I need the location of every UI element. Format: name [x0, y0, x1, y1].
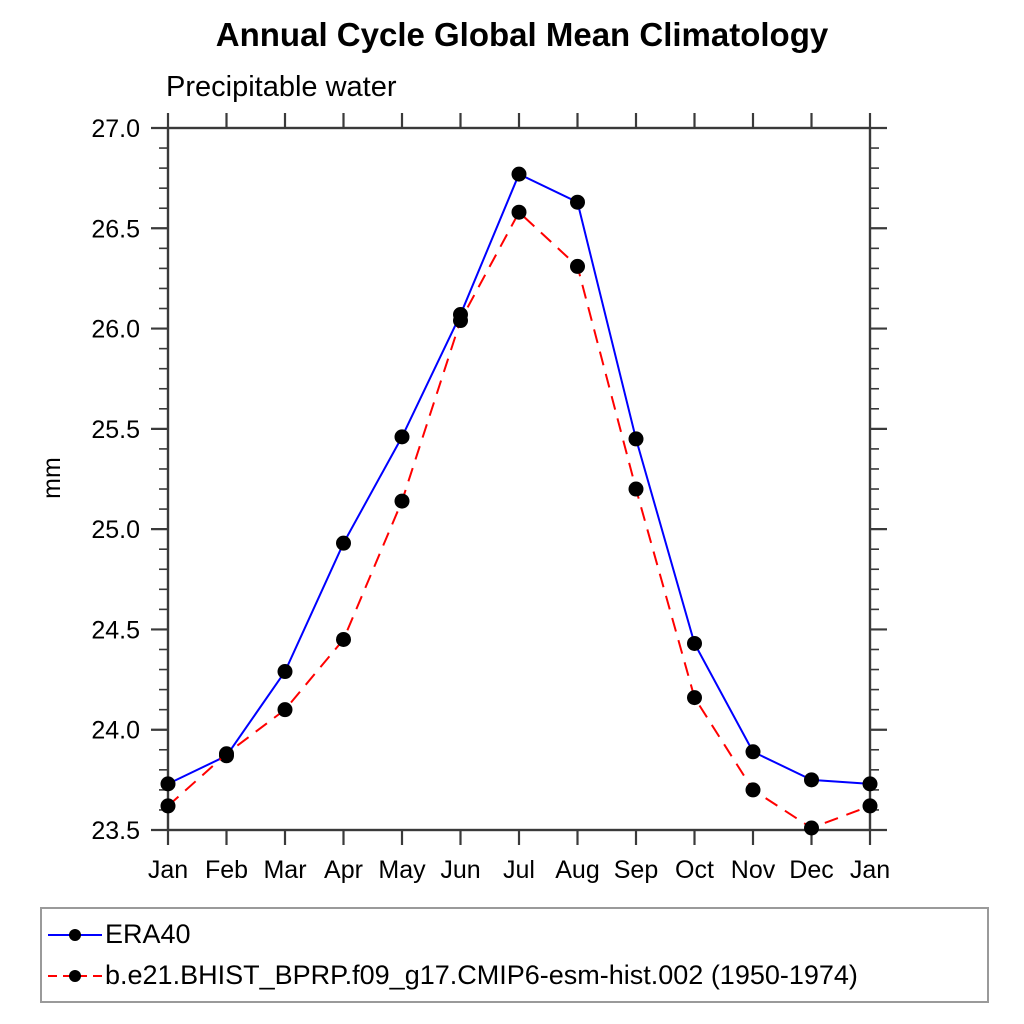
data-point — [804, 772, 819, 788]
x-tick-label: Oct — [675, 856, 714, 884]
data-point — [160, 776, 176, 792]
plot-box — [166, 126, 872, 832]
y-tick-label: 24.0 — [91, 717, 140, 745]
data-point — [394, 493, 410, 509]
legend-item-model: b.e21.BHIST_BPRP.f09_g17.CMIP6-esm-hist.… — [47, 960, 987, 991]
y-tick-label: 24.5 — [91, 616, 140, 644]
data-point — [745, 744, 761, 760]
y-tick-label: 25.5 — [91, 416, 140, 444]
x-tick-label: Jul — [503, 856, 535, 884]
data-point — [628, 481, 644, 497]
data-point — [511, 166, 527, 182]
data-point — [570, 258, 585, 274]
y-tick-label: 25.0 — [91, 516, 140, 544]
data-point — [336, 631, 351, 647]
x-tick-label: Sep — [614, 856, 658, 884]
data-point — [804, 820, 819, 836]
y-tick-label: 27.0 — [91, 115, 140, 143]
data-point — [687, 635, 702, 651]
data-point — [160, 798, 176, 814]
x-tick-label: Nov — [731, 856, 776, 884]
data-point — [687, 690, 702, 706]
x-tick-label: Aug — [555, 856, 599, 884]
data-point — [570, 194, 585, 210]
data-point — [277, 702, 293, 718]
x-tick-label: Jan — [850, 856, 890, 884]
series-line-0 — [167, 172, 871, 785]
data-point — [219, 746, 234, 762]
x-tick-label: Apr — [324, 856, 363, 884]
legend-item-era40: ERA40 — [47, 919, 987, 950]
data-point — [862, 798, 878, 814]
data-point — [336, 535, 351, 551]
y-tick-label: 23.5 — [91, 817, 140, 845]
x-tick-label: Mar — [263, 856, 306, 884]
data-point — [277, 664, 293, 680]
chart-canvas: 23.5 24.0 24.5 25.0 25.5 26.0 26.5 27.0 Jan Feb Ma… — [91, 113, 890, 884]
chart-title: Annual Cycle Global Mean Climatology — [215, 16, 829, 53]
y-tick-label: 26.5 — [91, 215, 140, 243]
legend-label: ERA40 — [105, 919, 191, 949]
data-point — [862, 776, 878, 792]
data-point — [745, 782, 761, 798]
legend-line-solid-icon — [48, 928, 102, 941]
legend-label: b.e21.BHIST_BPRP.f09_g17.CMIP6-esm-hist.… — [105, 960, 858, 990]
x-tick-label: Jan — [148, 856, 188, 884]
data-point — [511, 204, 527, 220]
x-tick-label: Dec — [789, 856, 833, 884]
data-point — [628, 431, 644, 447]
chart-subtitle: Precipitable water — [166, 71, 397, 103]
data-point — [394, 429, 410, 445]
y-tick-label: 26.0 — [91, 316, 140, 344]
series-line-1 — [167, 210, 871, 830]
x-tick-label: May — [378, 856, 426, 884]
legend: ERA40 b.e21.BHIST_BPRP.f09_g17.CMIP6-esm… — [40, 907, 989, 1003]
data-point — [453, 313, 468, 329]
x-tick-label: Jun — [440, 856, 480, 884]
x-tick-label: Feb — [205, 856, 248, 884]
legend-line-dashed-icon — [48, 969, 102, 982]
